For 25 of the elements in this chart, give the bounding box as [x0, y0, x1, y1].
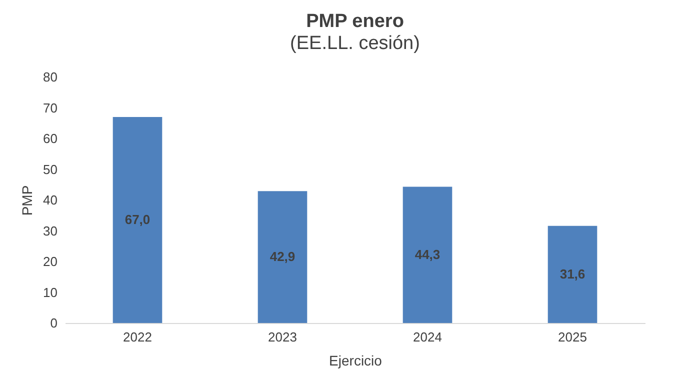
x-tick-label: 2022 — [123, 330, 152, 344]
bar — [112, 116, 162, 323]
y-tick-label: 80 — [43, 70, 58, 84]
data-label: 67,0 — [124, 212, 150, 227]
y-tick-label: 0 — [50, 316, 58, 330]
x-tick-label: 2023 — [268, 330, 297, 344]
y-tick-label: 20 — [43, 254, 58, 269]
y-axis-title: PMP — [19, 185, 36, 216]
chart-subtitle: (EE.LL. cesión) — [290, 33, 420, 54]
x-axis-title: Ejercicio — [329, 352, 382, 368]
bar — [548, 226, 598, 323]
data-label: 42,9 — [270, 249, 296, 264]
data-label: 44,3 — [414, 246, 440, 262]
y-tick-label: 60 — [43, 131, 58, 146]
chart-title: PMP enero — [306, 11, 404, 32]
y-tick-label: 70 — [43, 100, 58, 116]
bar — [258, 191, 308, 323]
bar — [402, 186, 452, 323]
y-tick-label: 10 — [43, 284, 58, 300]
data-label: 31,6 — [560, 266, 586, 282]
x-tick-label: 2025 — [558, 330, 587, 344]
y-tick-label: 50 — [43, 162, 58, 177]
y-tick-label: 40 — [43, 192, 58, 208]
x-tick-label: 2024 — [413, 330, 442, 344]
y-tick-label: 30 — [43, 223, 58, 238]
